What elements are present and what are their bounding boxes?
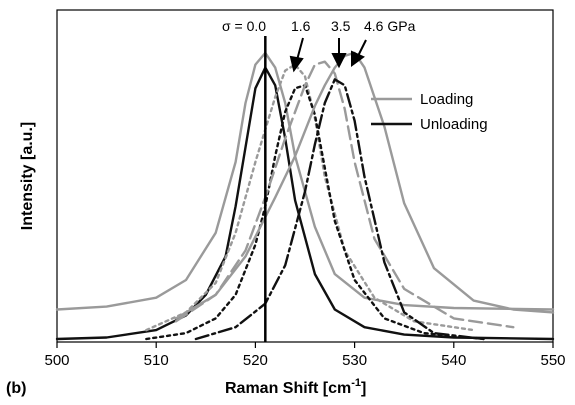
series-line-unloading-3-5-gpa bbox=[194, 78, 485, 341]
x-tick-label-500: 500 bbox=[44, 352, 69, 369]
sigma-label: σ = 0.0 bbox=[222, 18, 266, 34]
y-axis-title: Intensity [a.u.] bbox=[19, 122, 36, 230]
series-line-loading-3-5-gpa bbox=[174, 60, 515, 329]
series-line-loading-1-6-gpa bbox=[145, 63, 475, 332]
pressure-label-3-5: 3.5 bbox=[331, 18, 351, 34]
pressure-arrows bbox=[289, 37, 367, 73]
x-tick-label-520: 520 bbox=[243, 352, 268, 369]
x-axis-title-end: ] bbox=[361, 380, 366, 397]
legend-label-unloading: Unloading bbox=[420, 116, 488, 133]
series-line-loading-0-gpa bbox=[55, 51, 555, 311]
arrow-4-6-shaft bbox=[357, 39, 367, 57]
x-axis-title-superscript: -1 bbox=[351, 377, 361, 389]
x-axis-title: Raman Shift [cm-1] bbox=[225, 377, 366, 397]
arrow-1-6-head bbox=[289, 55, 304, 73]
series-line-unloading-1-6-gpa bbox=[145, 84, 485, 341]
legend-label-loading: Loading bbox=[420, 91, 473, 108]
x-tick-label-550: 550 bbox=[540, 352, 565, 369]
arrow-4-6-head bbox=[351, 50, 365, 67]
x-tick-label-530: 530 bbox=[342, 352, 367, 369]
legend: Loading Unloading bbox=[371, 91, 488, 133]
arrow-3-5-head bbox=[331, 53, 347, 69]
x-tick-label-510: 510 bbox=[144, 352, 169, 369]
pressure-label-1-6: 1.6 bbox=[291, 18, 311, 34]
x-tick-label-540: 540 bbox=[441, 352, 466, 369]
x-axis-ticks: 500 510 520 530 540 550 bbox=[44, 342, 566, 369]
panel-label: (b) bbox=[6, 380, 26, 397]
arrow-1-6-shaft bbox=[296, 37, 304, 61]
x-axis-title-main: Raman Shift [cm bbox=[225, 380, 351, 397]
plot-frame bbox=[56, 9, 554, 343]
pressure-label-4-6: 4.6 GPa bbox=[364, 18, 416, 34]
